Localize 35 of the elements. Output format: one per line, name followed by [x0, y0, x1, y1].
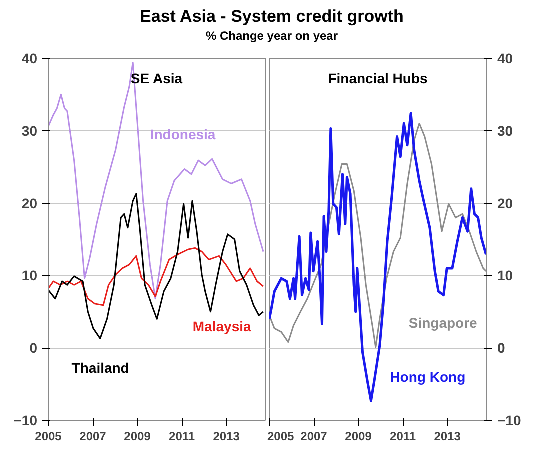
x-tick-label: 2013: [213, 430, 240, 444]
x-tick-label: 2011: [169, 430, 196, 444]
series-label: Singapore: [408, 315, 478, 332]
annotation: Financial Hubs: [328, 70, 428, 87]
x-tick-label: 2009: [345, 430, 372, 444]
annotation: SE Asia: [130, 70, 183, 87]
y-tick-label: 40: [498, 50, 514, 67]
y-tick-label: 10: [498, 268, 514, 284]
series-label: Hong Kong: [390, 369, 466, 386]
line-series: [48, 248, 264, 307]
text: Thailand: [72, 360, 130, 376]
x-tick-label: 2011: [390, 430, 416, 444]
x-tick-label: 2007: [80, 430, 107, 444]
text: Malaysia: [192, 318, 252, 335]
chart-subtitle: % Change year on year: [206, 28, 338, 46]
y-tick-label: 30: [22, 123, 38, 140]
x-tick-label: 2013: [434, 430, 462, 444]
line-series: [48, 62, 264, 300]
y-tick-label: −10: [498, 412, 522, 429]
y-tick-label: 0: [498, 340, 506, 357]
x-tick-label: 2007: [300, 430, 328, 444]
series-label: Indonesia: [150, 126, 216, 143]
line-series: [48, 194, 264, 340]
line-series: [270, 112, 486, 403]
x-tick-label: 2009: [124, 430, 152, 444]
y-tick-label: 10: [22, 268, 38, 284]
y-tick-label: 30: [498, 123, 514, 140]
x-tick-label: 2005: [35, 430, 62, 444]
chart-title: East Asia - System credit growth: [140, 6, 404, 28]
y-tick-label: 20: [22, 196, 38, 212]
y-tick-label: 40: [22, 50, 38, 67]
x-tick-label: 2005: [268, 430, 295, 444]
y-tick-label: −10: [14, 412, 38, 429]
y-tick-label: 0: [30, 340, 38, 357]
y-tick-label: 20: [498, 196, 514, 212]
